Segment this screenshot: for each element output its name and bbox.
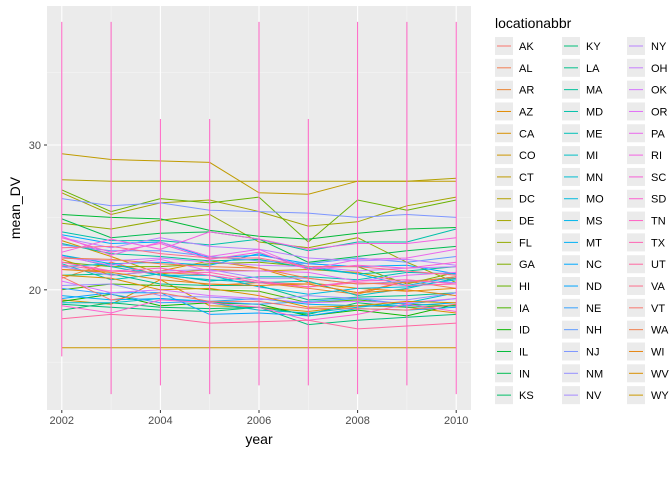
- legend-label-dc: DC: [519, 194, 535, 206]
- legend-label-nv: NV: [586, 390, 602, 402]
- legend-label-az: AZ: [519, 106, 533, 118]
- legend-label-in: IN: [519, 368, 530, 380]
- legend-label-ca: CA: [519, 128, 535, 140]
- legend-label-ky: KY: [586, 41, 601, 53]
- legend-title: locationabbr: [495, 15, 572, 31]
- legend-label-ia: IA: [519, 303, 530, 315]
- legend-label-wy: WY: [651, 390, 669, 402]
- legend-label-la: LA: [586, 63, 600, 75]
- legend-label-nc: NC: [586, 259, 602, 271]
- legend-label-tn: TN: [651, 216, 666, 228]
- legend-label-nm: NM: [586, 368, 603, 380]
- legend-label-tx: TX: [651, 237, 666, 249]
- axes: 2002 2004 2006 2008 2010 20 30: [29, 140, 469, 427]
- legend-label-ks: KS: [519, 390, 534, 402]
- legend-label-pa: PA: [651, 128, 666, 140]
- legend-label-mi: MI: [586, 150, 598, 162]
- legend-label-md: MD: [586, 106, 603, 118]
- legend-label-fl: FL: [519, 237, 532, 249]
- x-tick-label: 2008: [345, 415, 369, 427]
- legend-label-me: ME: [586, 128, 603, 140]
- legend-label-wi: WI: [651, 346, 664, 358]
- spikes: [61, 21, 457, 395]
- legend-label-de: DE: [519, 216, 534, 228]
- y-axis-title: mean_DV: [7, 176, 23, 239]
- legend-label-ut: UT: [651, 259, 666, 271]
- legend-label-ma: MA: [586, 85, 603, 97]
- legend-label-mn: MN: [586, 172, 603, 184]
- x-tick-label: 2006: [247, 415, 271, 427]
- legend-label-wa: WA: [651, 325, 669, 337]
- legend-label-ak: AK: [519, 41, 534, 53]
- legend-label-mt: MT: [586, 237, 602, 249]
- legend-label-nd: ND: [586, 281, 602, 293]
- legend-label-ct: CT: [519, 172, 534, 184]
- y-tick-label: 20: [29, 285, 41, 297]
- legend-label-ny: NY: [651, 41, 667, 53]
- legend-label-mo: MO: [586, 194, 604, 206]
- legend-label-vt: VT: [651, 303, 665, 315]
- legend-label-sd: SD: [651, 194, 666, 206]
- legend-label-oh: OH: [651, 63, 668, 75]
- y-tick-label: 30: [29, 140, 41, 152]
- legend-label-ms: MS: [586, 216, 603, 228]
- x-tick-label: 2010: [444, 415, 468, 427]
- legend-label-ri: RI: [651, 150, 662, 162]
- legend-label-va: VA: [651, 281, 666, 293]
- legend-label-id: ID: [519, 325, 530, 337]
- legend-label-ok: OK: [651, 85, 668, 97]
- legend-label-nj: NJ: [586, 346, 599, 358]
- legend-label-il: IL: [519, 346, 528, 358]
- legend-label-ga: GA: [519, 259, 536, 271]
- legend-label-ne: NE: [586, 303, 601, 315]
- legend-label-al: AL: [519, 63, 532, 75]
- legend-label-wv: WV: [651, 368, 669, 380]
- legend-label-or: OR: [651, 106, 668, 118]
- legend-label-co: CO: [519, 150, 536, 162]
- legend-label-nh: NH: [586, 325, 602, 337]
- x-axis-title: year: [245, 431, 273, 447]
- legend: locationabbr AK AL AR AZ CA CO CT DC DE FL GA HI IA I…: [495, 15, 669, 405]
- x-tick-label: 2002: [50, 415, 74, 427]
- legend-label-hi: HI: [519, 281, 530, 293]
- legend-label-sc: SC: [651, 172, 666, 184]
- x-tick-label: 2004: [148, 415, 172, 427]
- legend-label-ar: AR: [519, 85, 534, 97]
